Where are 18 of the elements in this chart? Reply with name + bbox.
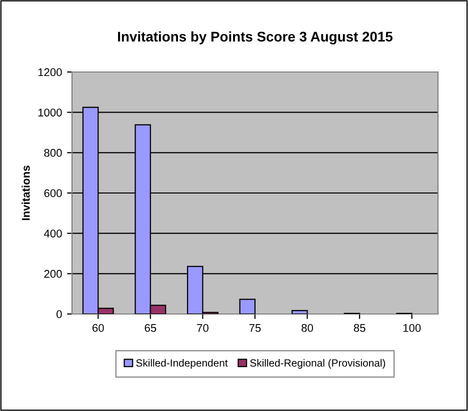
x-tick-label: 75 [249,324,261,332]
y-tick-label: 1000 [38,108,62,116]
y-tick-label: 200 [44,270,62,278]
x-tick-label: 85 [354,324,366,332]
y-tick-label: 400 [44,230,62,238]
x-tick-label: 80 [302,324,314,332]
y-tick-label: 800 [44,148,62,157]
x-tick-label: 65 [144,324,156,332]
legend-label: Skilled-Regional (Provisional) [250,359,386,369]
y-tick-label: 0 [56,310,62,318]
y-tick-label: 600 [44,189,62,198]
x-tick-label: 100 [403,324,421,332]
chart-title: Invitations by Points Score 3 August 2015 [118,31,393,44]
legend-label: Skilled-Independent [136,359,228,369]
x-tick-label: 70 [197,324,208,332]
y-tick-label: 1200 [38,68,62,76]
x-tick-label: 60 [92,324,104,332]
y-axis-title: Invitations [22,166,30,220]
